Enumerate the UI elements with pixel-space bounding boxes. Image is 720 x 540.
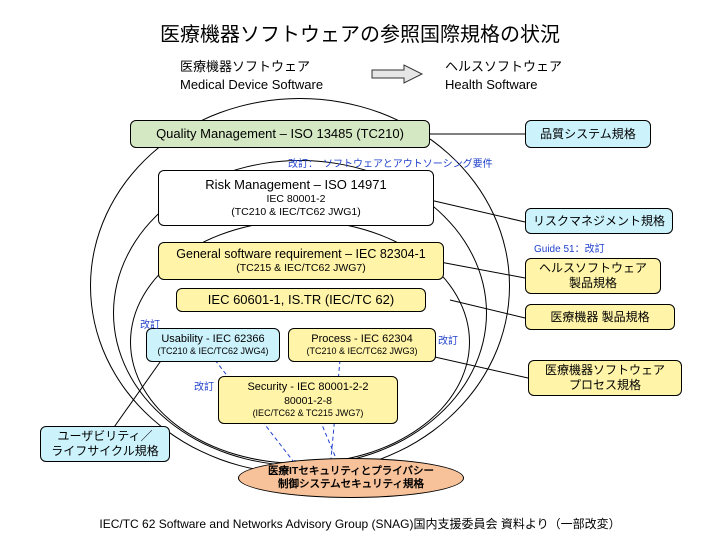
box-security: Security - IEC 80001-2-2 80001-2-8 (IEC/… xyxy=(218,376,398,424)
box-risk-jp: リスクマネジメント規格 xyxy=(525,208,673,234)
box-risk-management: Risk Management – ISO 14971 IEC 80001-2 … xyxy=(158,170,434,226)
process-sub: (TC210 & IEC/TC62 JWG3) xyxy=(306,346,417,357)
usability-jp1: ユーザビリティ／ xyxy=(57,429,152,444)
usability-sub: (TC210 & IEC/TC62 JWG4) xyxy=(157,346,268,357)
note-outsourcing: 改訂： ソフトウェアとアウトソーシング要件 xyxy=(288,155,493,170)
usability-jp2: ライフサイクル規格 xyxy=(51,444,158,459)
box-process: Process - IEC 62304 (TC210 & IEC/TC62 JW… xyxy=(288,328,436,362)
security-sub1: 80001-2-8 xyxy=(284,395,332,408)
box-md-product-jp: 医療機器 製品規格 xyxy=(525,304,675,330)
usability-title: Usability - IEC 62366 xyxy=(161,333,264,347)
risk-title: Risk Management – ISO 14971 xyxy=(205,177,386,193)
security-title: Security - IEC 80001-2-2 xyxy=(247,381,368,395)
process-title: Process - IEC 62304 xyxy=(311,333,413,347)
note-kaitei-1: 改訂 xyxy=(140,316,160,331)
header-right-jp: ヘルスソフトウェア xyxy=(445,58,562,76)
header-left-jp: 医療機器ソフトウェア xyxy=(180,58,323,76)
security-sub2: (IEC/TC62 & TC215 JWG7) xyxy=(253,408,364,419)
header-right: ヘルスソフトウェア Health Software xyxy=(445,58,562,93)
md-sw-process-jp2: プロセス規格 xyxy=(569,378,641,393)
box-qms-jp: 品質システム規格 xyxy=(525,120,651,148)
box-health-sw-jp: ヘルスソフトウェア 製品規格 xyxy=(525,258,661,294)
iec60601-text: IEC 60601-1, IS.TR (IEC/TC 62) xyxy=(208,292,394,308)
security-jp2: 制御システムセキュリティ規格 xyxy=(278,478,424,491)
box-security-jp: 医療ITセキュリティとプライバシー 制御システムセキュリティ規格 xyxy=(238,458,464,498)
header-right-en: Health Software xyxy=(445,76,562,94)
health-sw-jp1: ヘルスソフトウェア xyxy=(539,261,647,276)
gsr-title: General software requirement – IEC 82304… xyxy=(176,247,425,263)
box-gsr: General software requirement – IEC 82304… xyxy=(158,242,444,280)
risk-sub1: IEC 80001-2 xyxy=(267,193,326,206)
box-usability: Usability - IEC 62366 (TC210 & IEC/TC62 … xyxy=(146,328,280,362)
box-iec60601: IEC 60601-1, IS.TR (IEC/TC 62) xyxy=(176,288,426,312)
note-kaitei-2: 改訂 xyxy=(438,332,458,347)
md-product-jp: 医療機器 製品規格 xyxy=(550,310,649,325)
box-md-sw-process-jp: 医療機器ソフトウェア プロセス規格 xyxy=(528,360,682,396)
box-quality-management: Quality Management – ISO 13485 (TC210) xyxy=(130,120,430,148)
note-kaitei-3: 改訂 xyxy=(194,378,214,393)
footer: IEC/TC 62 Software and Networks Advisory… xyxy=(0,515,720,532)
gsr-sub: (TC215 & IEC/TC62 JWG7) xyxy=(236,262,366,275)
note-guide51: Guide 51：改訂 xyxy=(534,240,605,255)
header-left: 医療機器ソフトウェア Medical Device Software xyxy=(180,58,323,93)
box-usability-jp: ユーザビリティ／ ライフサイクル規格 xyxy=(40,426,170,462)
arrow-right-icon xyxy=(370,62,424,86)
qms-jp-text: 品質システム規格 xyxy=(540,127,636,142)
md-sw-process-jp1: 医療機器ソフトウェア xyxy=(545,363,665,378)
risk-jp-text: リスクマネジメント規格 xyxy=(533,214,665,229)
health-sw-jp2: 製品規格 xyxy=(569,276,617,291)
risk-sub2: (TC210 & IEC/TC62 JWG1) xyxy=(231,206,361,219)
page-title: 医療機器ソフトウェアの参照国際規格の状況 xyxy=(0,18,720,47)
security-jp1: 医療ITセキュリティとプライバシー xyxy=(268,465,434,478)
header-left-en: Medical Device Software xyxy=(180,76,323,94)
quality-text: Quality Management – ISO 13485 (TC210) xyxy=(156,126,404,142)
